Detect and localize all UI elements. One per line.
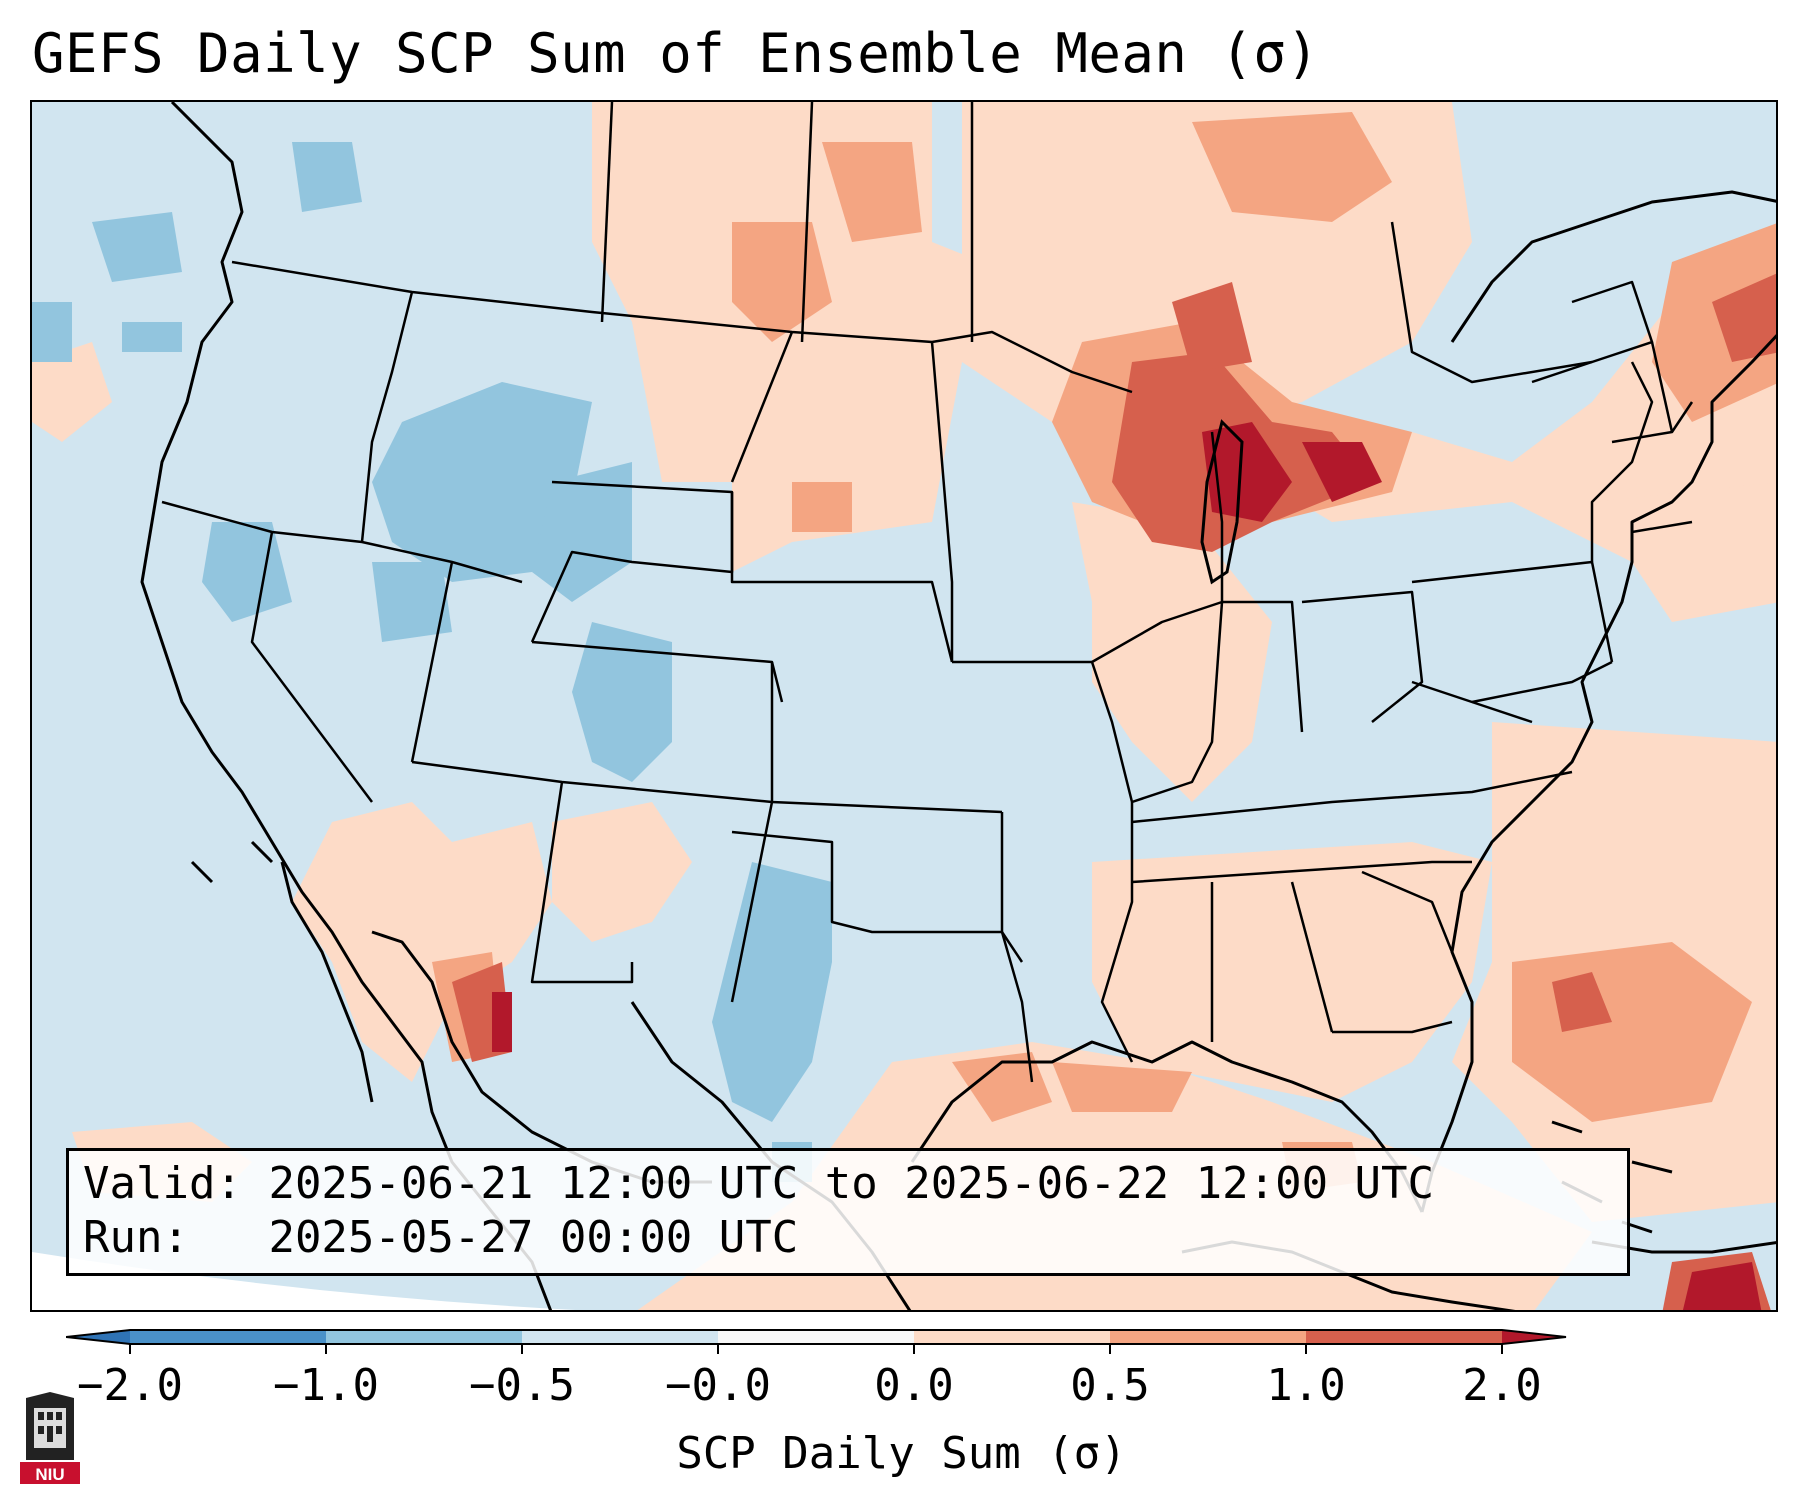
run-time: 2025-05-27 00:00 UTC (268, 1212, 799, 1263)
anomaly-medium-cool (32, 142, 832, 1182)
niu-logo-text: NIU (35, 1465, 64, 1484)
colorbar-tick-label: 2.0 (1462, 1360, 1542, 1411)
colorbar-tick-label: −2.0 (77, 1360, 183, 1411)
colorbar-bin (522, 1330, 719, 1344)
colorbar-tick-label: −1.0 (273, 1360, 379, 1411)
colorbar-bin (914, 1330, 1111, 1344)
map-canvas (32, 102, 1776, 1310)
colorbar-tick-label: 0.5 (1070, 1360, 1150, 1411)
map-panel (30, 100, 1778, 1312)
colorbar-tick-label: 1.0 (1266, 1360, 1346, 1411)
colorbar-tick-label: 0.0 (874, 1360, 954, 1411)
map-title: GEFS Daily SCP Sum of Ensemble Mean (σ) (32, 22, 1320, 85)
valid-run-info-box: Valid: 2025-06-21 12:00 UTC to 2025-06-2… (66, 1148, 1630, 1276)
run-label: Run: (83, 1212, 189, 1263)
valid-time-range: 2025-06-21 12:00 UTC to 2025-06-22 12:00… (268, 1158, 1435, 1209)
colorbar-extend-low (66, 1330, 130, 1344)
lake-michigan (1200, 419, 1244, 585)
colorbar-bin (130, 1330, 327, 1344)
projection-edge (32, 1252, 576, 1310)
state-borders (161, 102, 1694, 1083)
colorbar-bin (718, 1330, 915, 1344)
colorbar-tick-labels: −2.0 −1.0 −0.5 −0.0 0.0 0.5 1.0 2.0 (0, 1360, 1803, 1420)
colorbar-bin (326, 1330, 523, 1344)
colorbar-bin (1110, 1330, 1307, 1344)
colorbar (66, 1329, 1567, 1354)
colorbar-tick-label: −0.0 (665, 1360, 771, 1411)
valid-label: Valid: (83, 1158, 242, 1209)
colorbar-label: SCP Daily Sum (σ) (676, 1428, 1127, 1479)
niu-logo-icon: NIU (20, 1392, 80, 1484)
colorbar-bin (1306, 1330, 1503, 1344)
anomaly-extreme-warm (492, 422, 1762, 1310)
colorbar-extend-high (1502, 1330, 1566, 1344)
colorbar-tick-label: −0.5 (469, 1360, 575, 1411)
